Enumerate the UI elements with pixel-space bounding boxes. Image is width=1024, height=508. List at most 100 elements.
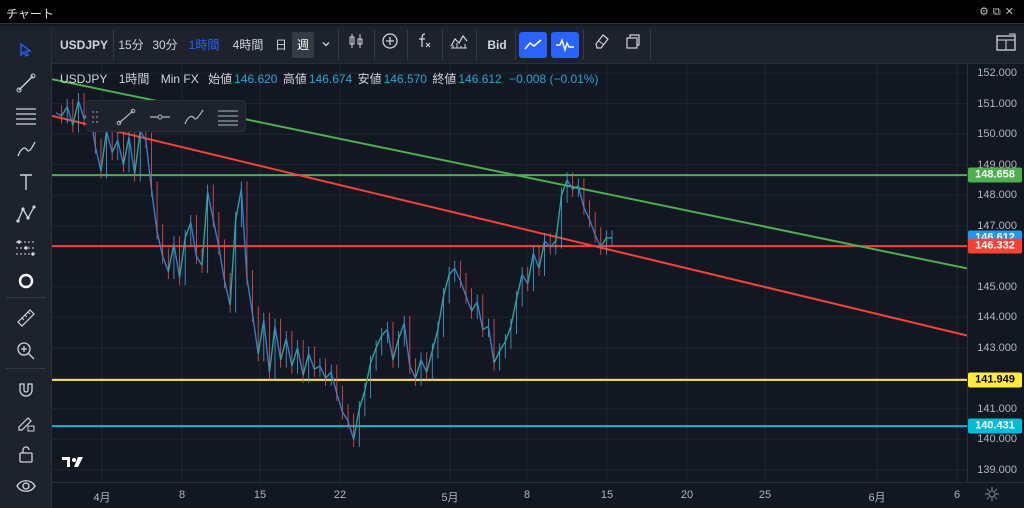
pattern-tool[interactable]	[8, 201, 44, 229]
price-segment	[425, 350, 433, 373]
interval-day[interactable]: 日	[274, 38, 287, 52]
bid-button[interactable]: Bid	[487, 38, 507, 52]
window-controls[interactable]: ⚙⧉✕	[979, 5, 1018, 19]
float-horizontal-line-button[interactable]	[147, 106, 173, 128]
pulse-toggle[interactable]	[551, 32, 579, 58]
popout-icon[interactable]: ⧉	[992, 6, 1005, 18]
price-segment	[314, 365, 321, 370]
legend-open: 146.620	[234, 72, 278, 86]
price-tick: 143.000	[977, 341, 1017, 354]
toolbar-divider	[515, 30, 516, 60]
price-axis[interactable]: 152.000 151.000 150.000 149.000 148.000 147.0…	[967, 64, 1024, 482]
pulse-icon	[556, 37, 574, 53]
price-segment	[330, 371, 338, 394]
price-segment	[223, 280, 231, 306]
price-segment	[94, 146, 102, 171]
time-axis[interactable]: 4月 8 15 22 5月 8 15 20 25 6月 6	[52, 482, 1024, 508]
measure-tool[interactable]	[8, 304, 44, 332]
price-segment	[600, 237, 607, 248]
lock-tool[interactable]	[8, 440, 44, 468]
edit-lock-tool[interactable]	[8, 409, 44, 437]
text-tool[interactable]	[8, 168, 44, 196]
fib-tool[interactable]	[8, 102, 44, 130]
trend-line-icon	[524, 39, 542, 50]
price-segment	[206, 192, 214, 220]
trend-line[interactable]	[52, 114, 967, 337]
candles-button[interactable]	[342, 32, 370, 58]
price-segment	[178, 237, 186, 278]
close-icon[interactable]: ✕	[1004, 6, 1018, 18]
price-segment	[195, 255, 203, 266]
price-segment	[347, 420, 355, 440]
float-fib-button[interactable]	[215, 106, 241, 128]
drag-handle[interactable]	[89, 106, 101, 128]
ruler-icon	[17, 309, 35, 327]
interval-15m[interactable]: 15分	[118, 38, 144, 52]
trendline-tool[interactable]	[8, 69, 44, 97]
time-tick: 20	[680, 489, 694, 501]
legend-low-label: 安値	[357, 72, 382, 86]
price-segment	[66, 106, 74, 126]
chart-area[interactable]	[52, 64, 967, 482]
price-tick: 139.000	[977, 463, 1017, 476]
price-tick: 145.000	[977, 280, 1017, 293]
add-circle-icon	[382, 33, 398, 49]
price-segment	[544, 240, 551, 248]
price-segment	[72, 100, 80, 126]
price-segment	[173, 243, 181, 278]
magnet-tool[interactable]	[8, 376, 44, 404]
time-tick: 5月	[441, 492, 459, 504]
text-icon	[20, 174, 32, 190]
templates-button[interactable]	[445, 32, 473, 58]
price-segment	[470, 301, 478, 312]
snapshot-button[interactable]	[619, 32, 647, 58]
layout-button[interactable]	[992, 32, 1020, 58]
price-segment	[414, 359, 422, 379]
gear-icon	[985, 487, 999, 501]
zoom-tool[interactable]	[8, 337, 44, 365]
price-segment	[482, 325, 489, 331]
price-plot[interactable]	[52, 64, 967, 482]
brush-tool[interactable]	[8, 135, 44, 163]
price-segment	[100, 131, 108, 171]
line-chart-toggle[interactable]	[519, 32, 547, 58]
price-tick: 152.000	[977, 67, 1017, 80]
time-tick: 6月	[868, 492, 886, 504]
settings-icon[interactable]: ⚙	[979, 6, 993, 18]
cursor-icon	[20, 42, 32, 57]
price-segment	[156, 231, 164, 257]
compare-button[interactable]	[376, 32, 404, 58]
indicator-templates-icon	[450, 34, 468, 49]
legend-high: 146.674	[308, 72, 353, 86]
visibility-tool[interactable]	[8, 472, 44, 500]
top-toolbar: USDJPY 15分 30分 1時間 4時間 日 週 Bid	[52, 26, 1024, 64]
cursor-tool[interactable]	[8, 36, 44, 64]
interval-dropdown[interactable]	[318, 32, 334, 58]
price-segment	[279, 338, 287, 361]
float-trendline-button[interactable]	[113, 106, 139, 128]
legend-close-label: 終値	[432, 72, 457, 86]
interval-week[interactable]: 週	[292, 32, 314, 58]
eraser-button[interactable]	[587, 32, 615, 58]
toolbar-divider	[476, 30, 477, 60]
price-segment	[588, 219, 596, 236]
prediction-tool[interactable]	[8, 234, 44, 262]
chart-legend: USDJPY 1時間 Min FX 始値 146.620 高値 146.674 安値…	[60, 70, 600, 87]
symbol-button[interactable]: USDJPY	[59, 38, 109, 52]
interval-4h[interactable]: 4時間	[232, 38, 264, 52]
price-segment	[510, 298, 518, 327]
interval-1h[interactable]: 1時間	[188, 38, 220, 52]
price-segment	[392, 338, 400, 361]
legend-close: 146.612	[458, 72, 502, 86]
shape-tool[interactable]	[8, 267, 44, 295]
price-segment	[369, 347, 377, 364]
brush-icon	[17, 141, 36, 157]
indicators-button[interactable]	[410, 32, 438, 58]
legend-interval: 1時間	[118, 72, 150, 86]
price-label: 141.949	[968, 372, 1022, 388]
float-brush-button[interactable]	[181, 106, 207, 128]
time-tick: 15	[600, 489, 614, 501]
interval-30m[interactable]: 30分	[152, 38, 178, 52]
drawing-toolbar	[0, 26, 52, 508]
axis-settings-button[interactable]	[984, 486, 1000, 507]
